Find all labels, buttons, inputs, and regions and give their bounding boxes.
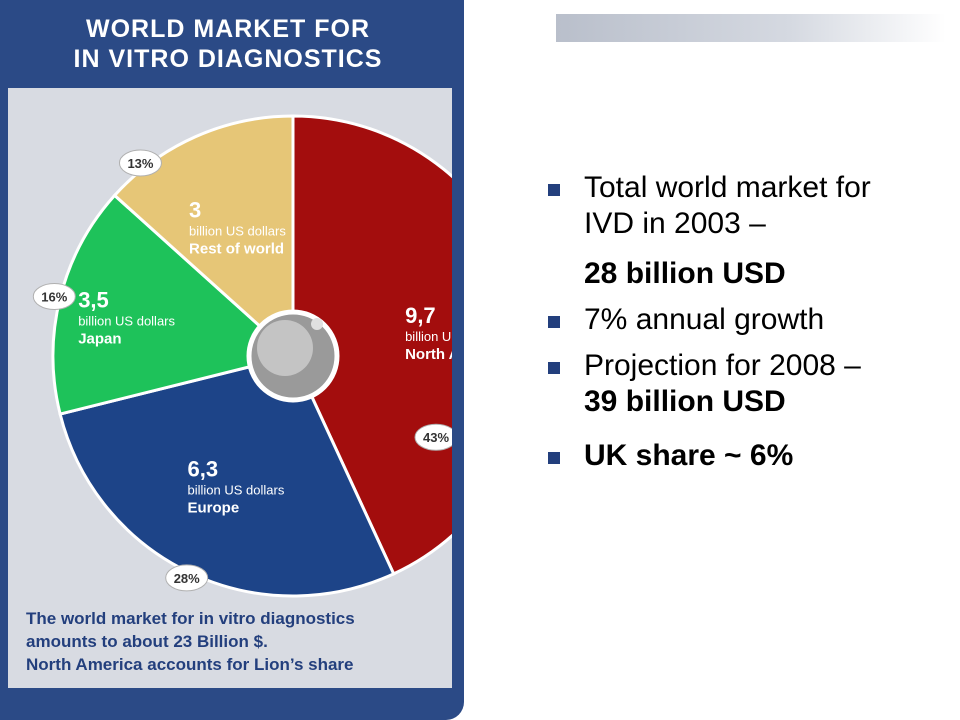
bullet-text: Total world market for — [584, 171, 871, 204]
bullet-text: IVD in 2003 – — [584, 207, 766, 240]
bullet-text-bold: 28 billion USD — [584, 257, 786, 290]
slice-category-label: Europe — [188, 499, 240, 516]
pie-center-dot — [311, 318, 323, 330]
percent-label: 13% — [127, 156, 153, 171]
bullet-text: Projection for 2008 – — [584, 349, 861, 382]
bullet-uk-share: UK share ~ 6% — [548, 438, 953, 474]
slice-unit-label: billion US dollars — [188, 482, 285, 497]
percent-badge — [165, 564, 209, 592]
chart-title: WORLD MARKET FOR IN VITRO DIAGNOSTICS — [8, 14, 448, 74]
bullet-list: Total world market for IVD in 2003 – 28 … — [548, 170, 953, 474]
pie-center-highlight — [257, 320, 313, 376]
bullet-square-icon — [548, 184, 560, 196]
bullet-square-icon — [548, 452, 560, 464]
pie-slice-north-america — [291, 114, 452, 576]
chart-title-line2: IN VITRO DIAGNOSTICS — [73, 45, 383, 73]
bullet-projection: Projection for 2008 – 39 billion USD — [548, 348, 953, 420]
slice-value-label: 3,5 — [78, 288, 109, 313]
slice-unit-label: billion US dollars — [189, 224, 286, 239]
slice-category-label: North America — [405, 346, 452, 363]
percent-label: 43% — [423, 430, 449, 445]
percent-badge — [414, 423, 452, 451]
percent-label: 16% — [41, 289, 67, 304]
bullet-square-icon — [548, 316, 560, 328]
percent-badge — [32, 282, 76, 310]
pie-slice-rest-of-world — [112, 114, 295, 360]
percent-badge — [118, 149, 162, 177]
decorative-header-bar — [556, 14, 946, 42]
bullet-square-icon — [548, 362, 560, 374]
bullet-text-bold: 39 billion USD — [584, 385, 786, 418]
bullet-text: 7% annual growth — [584, 303, 825, 336]
slice-category-label: Japan — [78, 331, 121, 348]
bullet-growth: 7% annual growth — [548, 302, 953, 338]
slice-category-label: Rest of world — [189, 241, 284, 258]
bullet-total-market: Total world market for IVD in 2003 – 28 … — [548, 170, 953, 292]
slice-unit-label: billion US dollars — [78, 314, 175, 329]
caption-line3: North America accounts for Lion’s share — [26, 655, 354, 674]
slice-value-label: 9,7 — [405, 303, 436, 328]
slice-unit-label: billion US dollars — [405, 329, 452, 344]
caption-line2: amounts to about 23 Billion $. — [26, 632, 268, 651]
chart-title-line1: WORLD MARKET FOR — [85, 15, 371, 43]
slice-value-label: 6,3 — [188, 456, 219, 481]
slice-value-label: 3 — [189, 198, 201, 223]
percent-label: 28% — [174, 571, 200, 586]
chart-panel: WORLD MARKET FOR IN VITRO DIAGNOSTICS 9,… — [0, 0, 464, 720]
caption-line1: The world market for in vitro diagnostic… — [26, 609, 355, 628]
bullet-text: UK share ~ 6% — [584, 439, 794, 472]
